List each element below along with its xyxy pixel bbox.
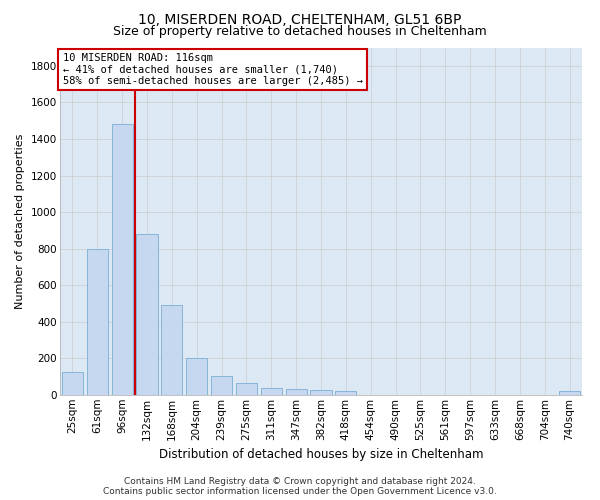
Bar [136,234,158,395]
Bar [211,376,232,395]
Bar [112,124,133,395]
Text: Contains HM Land Registry data © Crown copyright and database right 2024.
Contai: Contains HM Land Registry data © Crown c… [103,476,497,496]
Y-axis label: Number of detached properties: Number of detached properties [16,134,25,309]
X-axis label: Distribution of detached houses by size in Cheltenham: Distribution of detached houses by size … [159,448,483,461]
Bar [87,248,108,395]
Bar [335,392,356,395]
Bar [261,388,282,395]
Bar [62,372,83,395]
Bar [161,306,182,395]
Text: Size of property relative to detached houses in Cheltenham: Size of property relative to detached ho… [113,25,487,38]
Text: 10, MISERDEN ROAD, CHELTENHAM, GL51 6BP: 10, MISERDEN ROAD, CHELTENHAM, GL51 6BP [139,12,461,26]
Bar [286,388,307,395]
Bar [559,392,580,395]
Text: 10 MISERDEN ROAD: 116sqm
← 41% of detached houses are smaller (1,740)
58% of sem: 10 MISERDEN ROAD: 116sqm ← 41% of detach… [62,52,362,86]
Bar [186,358,207,395]
Bar [310,390,332,395]
Bar [236,383,257,395]
